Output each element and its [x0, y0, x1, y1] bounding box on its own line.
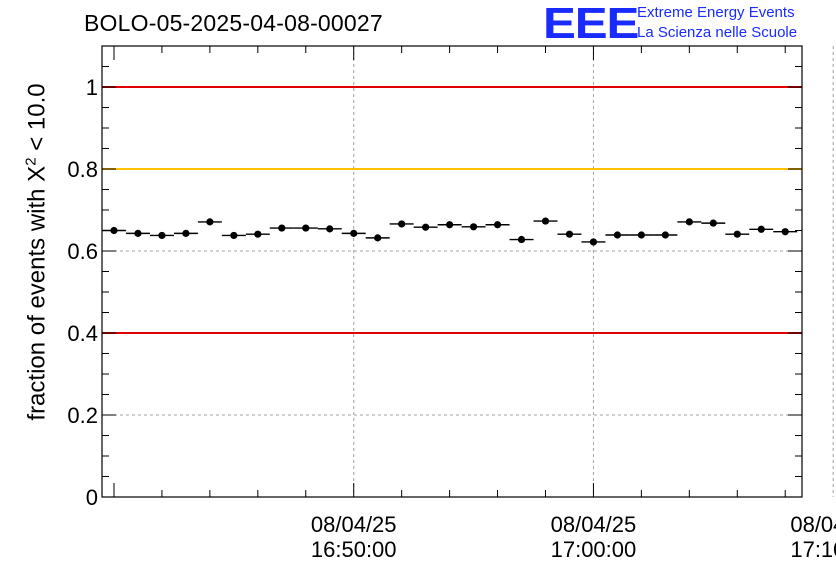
x-tick-date-label: 08/04/25: [311, 512, 397, 537]
x-tick-time-label: 17:00:00: [551, 537, 637, 562]
eee-logo-line2: La Scienza nelle Scuole: [637, 24, 798, 41]
data-point: [230, 231, 238, 240]
data-point: [517, 235, 526, 244]
data-point: [565, 230, 574, 238]
y-tick-label: 1: [86, 75, 98, 100]
data-point: [661, 231, 669, 239]
data-point: [326, 225, 334, 233]
data-point: [685, 218, 693, 226]
y-tick-label: 0.2: [67, 403, 98, 428]
chart-title: BOLO-05-2025-04-08-00027: [84, 10, 383, 36]
data-point: [302, 224, 310, 232]
y-tick-label: 0: [86, 485, 98, 510]
x-tick-date-label: 08/04/25: [790, 512, 836, 537]
data-point: [733, 230, 741, 238]
data-point: [637, 231, 645, 239]
eee-logo: EEE Extreme Energy Events La Scienza nel…: [543, 2, 833, 46]
data-point: [469, 223, 478, 231]
y-tick-label: 0.6: [67, 239, 98, 264]
y-axis-label-prefix: fraction of events with: [23, 181, 51, 421]
plot-frame: [101, 45, 803, 498]
data-point: [182, 229, 190, 237]
data-point: [158, 231, 166, 240]
y-tick-label: 0.4: [67, 321, 98, 346]
data-point: [781, 228, 789, 236]
data-point: [206, 218, 214, 226]
data-point: [422, 223, 430, 231]
y-axis-label-sup: 2: [22, 157, 40, 166]
data-point: [278, 224, 286, 232]
eee-logo-line1: Extreme Energy Events: [637, 4, 795, 21]
data-point: [541, 217, 550, 225]
data-point: [589, 238, 598, 246]
x-tick-time-label: 17:10:00: [790, 537, 836, 562]
data-point: [134, 229, 142, 237]
y-axis-label-suffix: < 10.0: [23, 83, 51, 158]
data-point: [374, 234, 382, 242]
y-axis-label-symbol: X: [23, 165, 51, 182]
data-point: [493, 221, 502, 229]
data-point: [709, 219, 717, 227]
y-tick-label: 0.8: [67, 157, 98, 182]
data-point: [350, 229, 358, 237]
x-tick-time-label: 16:50:00: [311, 537, 397, 562]
eee-logo-mark: EEE: [543, 0, 639, 48]
data-point: [254, 230, 262, 238]
x-tick-date-label: 08/04/25: [551, 512, 637, 537]
data-point: [110, 226, 118, 235]
data-point: [613, 231, 622, 239]
data-point: [398, 220, 406, 228]
y-axis-label: fraction of events with X2 < 10.0: [23, 83, 52, 420]
data-point: [446, 221, 454, 229]
data-point: [757, 225, 765, 233]
